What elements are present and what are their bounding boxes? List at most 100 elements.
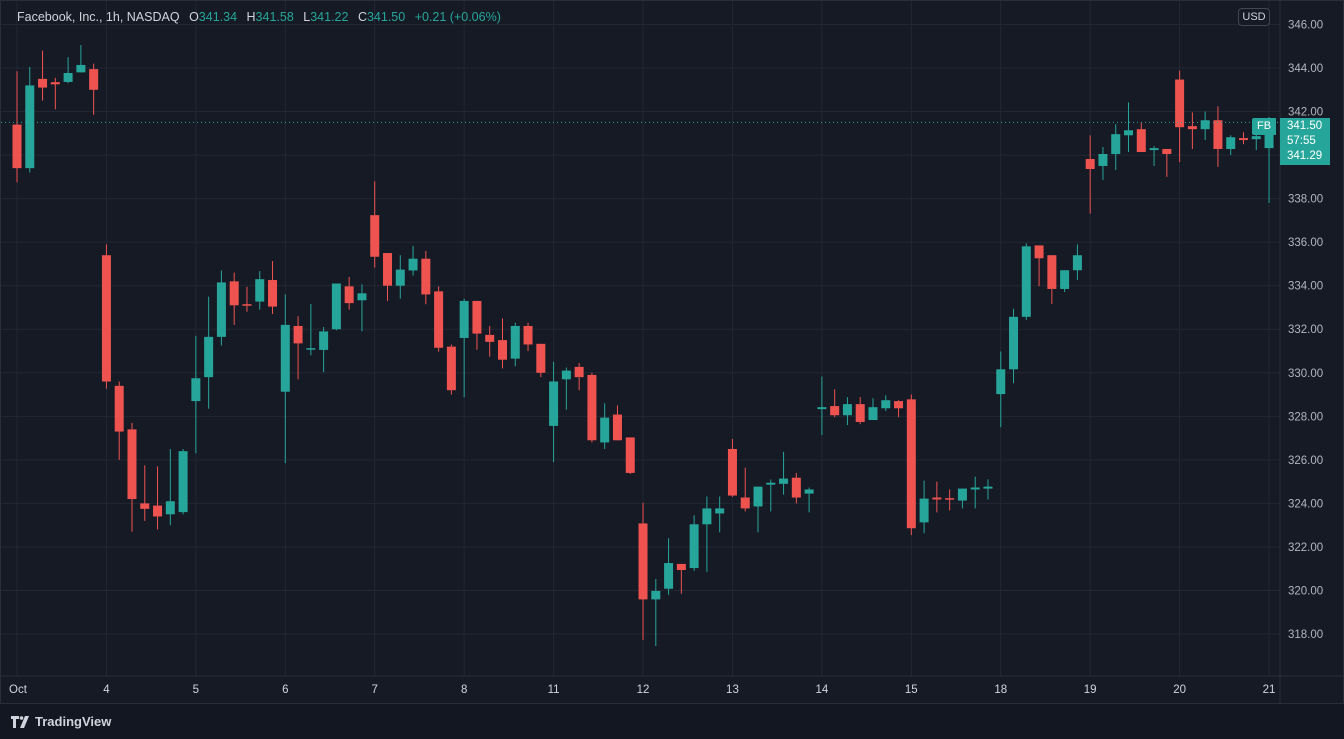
candle-up [753,486,763,533]
candle-down [523,322,533,352]
candle-body [766,482,776,485]
candle-body [842,404,852,416]
y-tick-label: 328.00 [1288,411,1323,423]
candle-body [25,85,35,169]
candle-down [830,389,840,418]
candle-up [842,397,852,426]
candle-down [1187,112,1197,149]
candle-body [1098,153,1108,166]
x-tick-label: 7 [372,684,378,696]
candle-body [868,407,878,421]
candle-down [101,244,111,389]
x-tick-label: 12 [637,684,650,696]
candle-body [676,563,686,571]
x-tick-label: 13 [726,684,739,696]
y-tick-label: 324.00 [1288,498,1323,510]
candle-body [804,489,814,494]
candle-up [1098,147,1108,180]
candle-up [408,245,418,276]
candle-up [1021,243,1031,320]
candle-up [1200,111,1210,141]
candle-up [561,367,571,410]
y-tick-label: 326.00 [1288,455,1323,467]
candle-up [331,283,341,331]
candle-up [319,327,329,373]
currency-button[interactable]: USD [1238,8,1270,26]
y-tick-label: 320.00 [1288,585,1323,597]
candle-up [1072,244,1082,281]
candle-down [1047,255,1057,304]
candle-body [50,82,60,85]
bar-countdown: 57:55 [1287,135,1316,147]
x-tick-label: 19 [1084,684,1097,696]
candle-down [587,372,597,443]
candle-body [408,258,418,271]
change-value: +0.21 (+0.06%) [414,10,501,24]
x-tick-label: 18 [994,684,1007,696]
candle-body [1175,79,1185,128]
candle-down [497,318,507,369]
candle-down [932,481,942,513]
y-tick-label: 334.00 [1288,281,1323,293]
footer-bar: TradingView [0,704,1344,739]
candle-body [459,300,469,338]
candle-down [791,472,801,504]
candle-body [779,478,789,484]
secondary-price: 341.29 [1287,150,1323,162]
candle-down [293,316,303,380]
candle-body [791,477,801,498]
symbol-badge: FB [1252,118,1276,135]
candle-up [881,395,891,412]
candle-down [1136,122,1146,153]
candle-body [1238,138,1248,141]
candle-up [255,271,265,310]
candle-down [945,489,955,511]
candle-body [101,255,111,382]
candle-body [1072,255,1082,271]
tradingview-logo[interactable]: TradingView [11,714,111,729]
candle-body [1111,134,1121,154]
candle-down [727,438,737,497]
candle-body [1213,120,1223,149]
candle-body [357,293,367,301]
candle-body [817,407,827,410]
candle-body [587,374,597,441]
candle-down [894,400,904,418]
candle-up [25,66,35,173]
candle-body [497,340,507,360]
candle-down [229,272,239,325]
y-tick-label: 336.00 [1288,237,1323,249]
symbol-legend: Facebook, Inc., 1h, NASDAQ O341.34 H341.… [17,10,501,24]
candle-up [970,476,980,509]
x-tick-label: Oct [9,684,28,696]
candle-down [268,261,278,315]
y-tick-label: 318.00 [1288,629,1323,641]
open-value: 341.34 [198,10,238,24]
candle-down [344,276,354,310]
candle-body [881,400,891,409]
candle-body [651,590,661,600]
candle-body [1085,158,1095,170]
candle-down [114,381,124,460]
candle-down [574,362,584,391]
candle-up [306,303,316,356]
candle-body [89,69,99,90]
candle-up [600,403,610,449]
candle-body [561,370,571,380]
candle-body [625,437,635,473]
candle-body [255,279,265,302]
candle-down [446,344,456,395]
candle-up [702,496,712,572]
candle-down [242,286,252,312]
candle-down [370,181,380,268]
candle-down [625,437,635,475]
candle-body [612,414,622,441]
candle-up [779,451,789,495]
candle-body [689,524,699,569]
candle-up [664,538,674,595]
candle-body [702,508,712,525]
candle-up [63,57,73,84]
last-price: 341.50 [1287,120,1323,132]
candle-body [229,281,239,306]
